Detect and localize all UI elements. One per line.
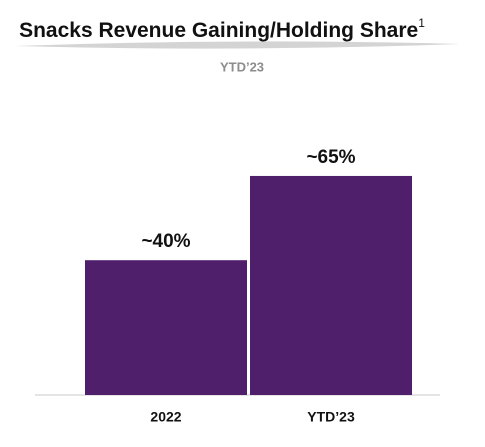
x-tick-label: 2022 — [150, 409, 181, 425]
bar — [250, 175, 412, 395]
bar — [85, 260, 247, 395]
title-underline — [15, 41, 460, 49]
chart-subtitle: YTD’23 — [220, 59, 264, 74]
title-text: Snacks Revenue Gaining/Holding Share — [19, 19, 418, 42]
value-label: ~40% — [141, 231, 190, 252]
title-superscript: 1 — [418, 16, 425, 30]
x-tick-label: YTD’23 — [307, 409, 355, 425]
chart-title: Snacks Revenue Gaining/Holding Share1 — [19, 16, 425, 41]
value-label: ~65% — [306, 147, 355, 168]
